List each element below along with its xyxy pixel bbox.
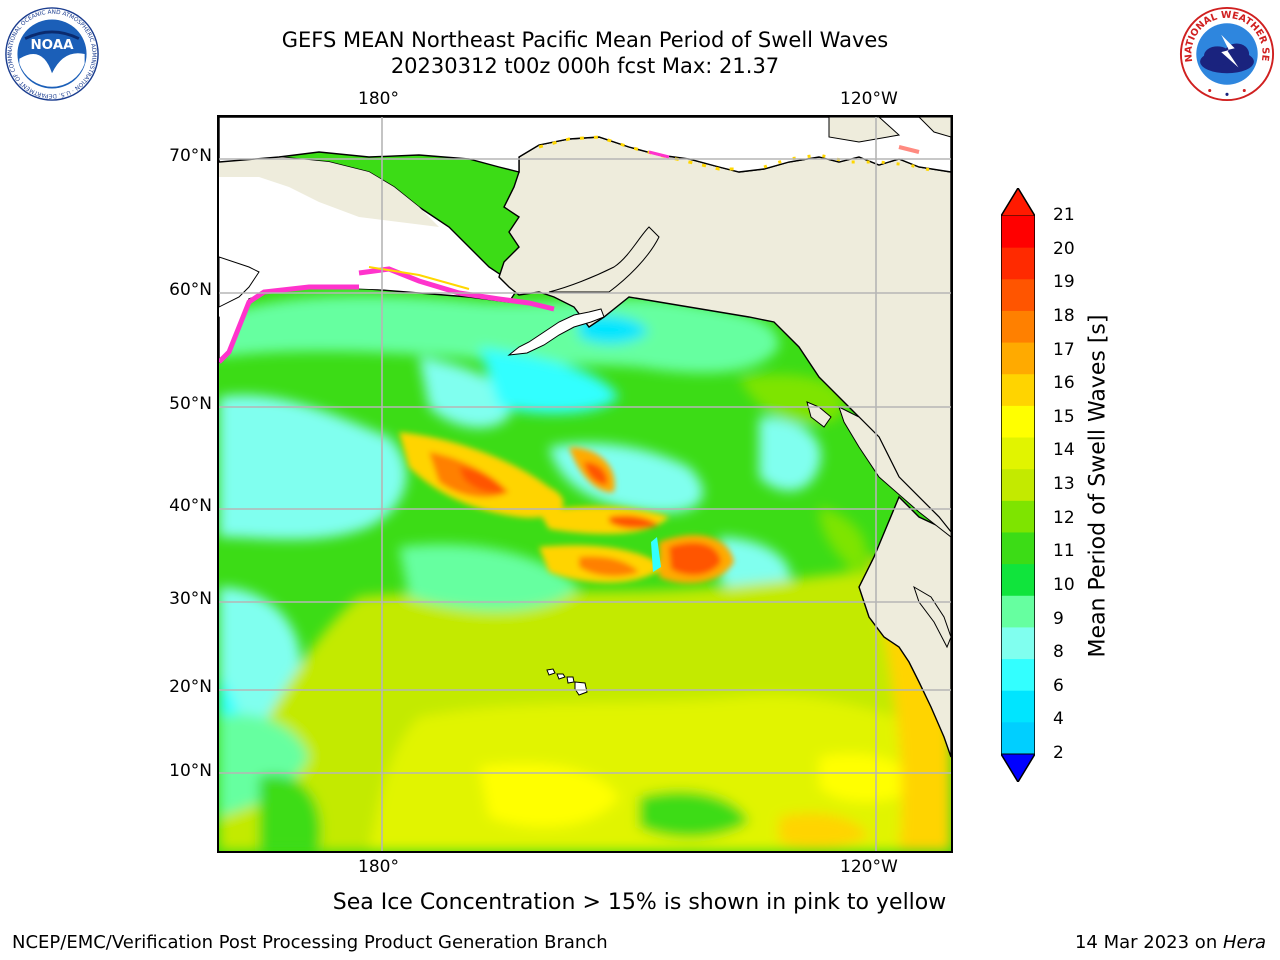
lat-label-70n: 70°N	[169, 146, 212, 166]
colorbar-band	[1001, 342, 1035, 375]
lat-label-50n: 50°N	[169, 394, 212, 414]
colorbar-tick-label: 8	[1053, 642, 1064, 663]
colorbar-tick-label: 2	[1053, 743, 1064, 763]
footer-credit: NCEP/EMC/Verification Post Processing Pr…	[12, 932, 608, 953]
lon-label-bottom-120w: 120°W	[840, 857, 898, 877]
footer-date: 14 Mar 2023 on Hera	[1075, 932, 1266, 953]
colorbar-tick-label: 16	[1053, 373, 1075, 394]
colorbar-tick-label: 17	[1053, 339, 1075, 360]
colorbar-tick-label: 13	[1053, 474, 1075, 494]
footer-machine: Hera	[1222, 932, 1266, 953]
colorbar-tick-label: 18	[1053, 305, 1075, 326]
colorbar-extend-bottom	[1001, 753, 1035, 782]
colorbar-band	[1001, 374, 1035, 407]
colorbar-band	[1001, 564, 1035, 597]
lon-label-top-120w: 120°W	[840, 89, 898, 109]
lat-label-10n: 10°N	[169, 761, 212, 781]
map-canvas	[219, 117, 951, 851]
colorbar-tick-label: 12	[1053, 507, 1075, 528]
sea-ice-note: Sea Ice Concentration > 15% is shown in …	[332, 890, 947, 915]
colorbar-tick-label: 15	[1053, 406, 1075, 427]
lat-label-60n: 60°N	[169, 280, 212, 300]
footer-date-text: 14 Mar 2023 on	[1074, 932, 1223, 953]
colorbar-tick-label: 9	[1053, 608, 1064, 629]
colorbar-band	[1001, 279, 1035, 312]
colorbar-band	[1001, 722, 1035, 755]
colorbar-band	[1001, 690, 1035, 723]
colorbar-band	[1001, 405, 1035, 439]
lat-label-20n: 20°N	[169, 677, 212, 697]
colorbar-band	[1001, 310, 1035, 344]
colorbar-tick-label: 20	[1053, 238, 1075, 259]
colorbar-tick-label: 21	[1053, 205, 1075, 225]
map-subtitle: 20230312 t00z 000h fcst Max: 21.37	[390, 54, 780, 78]
colorbar-tick-label: 19	[1053, 272, 1075, 293]
colorbar-tick-label: 14	[1053, 440, 1075, 461]
swell-period-map	[217, 115, 953, 853]
swell-hotspots	[399, 432, 734, 584]
lat-label-30n: 30°N	[169, 589, 212, 609]
colorbar-band	[1001, 500, 1035, 533]
colorbar-extend-top	[1001, 188, 1035, 217]
colorbar-tick-label: 11	[1053, 541, 1075, 562]
lon-label-top-180: 180°	[358, 89, 399, 109]
nws-logo: NATIONAL WEATHER SERVICE	[1179, 6, 1275, 102]
map-title: GEFS MEAN Northeast Pacific Mean Period …	[281, 28, 889, 52]
graticule	[219, 117, 951, 851]
colorbar-band	[1001, 437, 1035, 470]
noaa-logo-text: NOAA	[30, 38, 74, 53]
colorbar	[1001, 188, 1035, 782]
lon-label-bottom-180: 180°	[358, 857, 399, 877]
colorbar-band	[1001, 469, 1035, 502]
hawaii-islands	[546, 668, 588, 696]
colorbar-band	[1001, 627, 1035, 660]
colorbar-tick-label: 10	[1053, 574, 1075, 595]
colorbar-tick-label: 4	[1053, 709, 1064, 730]
colorbar-tick-label: 6	[1053, 675, 1064, 696]
colorbar-band	[1001, 247, 1035, 280]
noaa-logo: NATIONAL OCEANIC AND ATMOSPHERIC ADMINIS…	[4, 6, 99, 101]
colorbar-band	[1001, 595, 1035, 628]
west-coast-landmass	[858, 495, 951, 758]
colorbar-band	[1001, 659, 1035, 692]
colorbar-band	[1001, 532, 1035, 565]
colorbar-label: Mean Period of Swell Waves [s]	[1085, 314, 1111, 658]
cyan-slit	[651, 537, 661, 572]
colorbar-band	[1001, 216, 1035, 249]
lat-label-40n: 40°N	[169, 496, 212, 516]
